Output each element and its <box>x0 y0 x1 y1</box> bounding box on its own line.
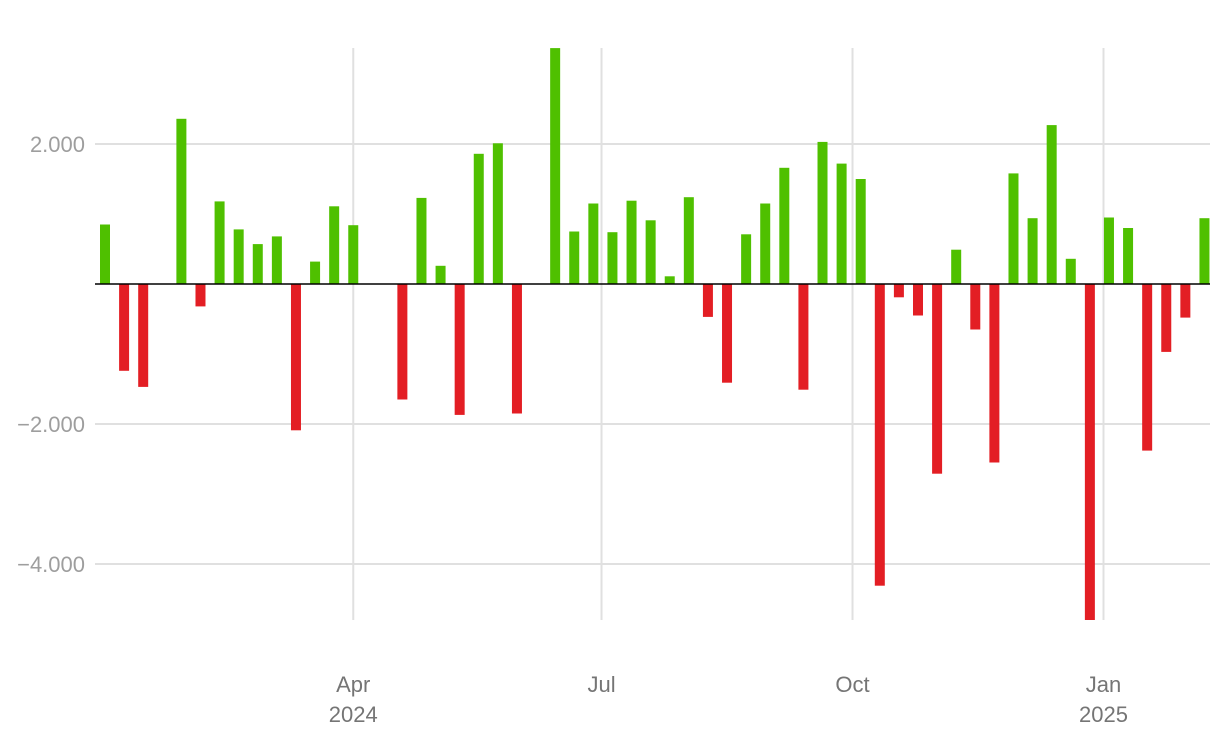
bar <box>100 224 110 284</box>
bar <box>1008 173 1019 284</box>
bar <box>645 220 656 284</box>
bars <box>100 48 1210 620</box>
grid-lines <box>95 48 1210 620</box>
bar <box>1123 228 1134 284</box>
bar <box>271 236 282 284</box>
bar <box>893 284 904 298</box>
bar <box>569 231 580 284</box>
bar <box>741 234 752 284</box>
bar <box>932 284 943 474</box>
x-axis-ticks: Apr 2024 Jul Oct Jan 2025 <box>329 672 1128 727</box>
bar <box>1027 218 1038 284</box>
bar <box>970 284 981 330</box>
bar <box>195 284 206 307</box>
bar <box>588 203 599 284</box>
bar <box>989 284 1000 463</box>
bar <box>951 249 962 284</box>
bar <box>310 261 321 284</box>
bar <box>1161 284 1172 352</box>
y-axis-ticks: 2.000 −2.000 −4.000 <box>17 132 85 577</box>
bar <box>329 206 340 284</box>
bar <box>435 265 446 284</box>
bar <box>1084 284 1095 620</box>
x-tick-label: Apr <box>336 672 370 697</box>
bar <box>760 203 771 284</box>
bar <box>626 200 637 284</box>
bar <box>233 229 244 284</box>
y-tick-label: 2.000 <box>30 132 85 157</box>
bar <box>836 163 847 284</box>
bar <box>550 48 561 284</box>
bar <box>252 244 263 284</box>
bar <box>664 276 675 284</box>
bar <box>454 284 465 415</box>
bar <box>874 284 885 586</box>
bar <box>1065 258 1076 284</box>
bar <box>779 167 790 284</box>
y-tick-label: −2.000 <box>17 412 85 437</box>
bar <box>176 118 187 284</box>
bar <box>683 197 694 284</box>
bar <box>1103 217 1114 284</box>
x-tick-year-label: 2024 <box>329 702 378 727</box>
x-tick-label: Jul <box>587 672 615 697</box>
bar <box>702 284 713 317</box>
bar <box>1142 284 1153 451</box>
bar <box>138 284 149 387</box>
bar <box>473 153 484 284</box>
bar <box>607 232 618 284</box>
bar <box>119 284 130 371</box>
bar <box>214 201 225 284</box>
bar <box>1199 218 1210 284</box>
bar <box>290 284 301 431</box>
bar <box>397 284 408 400</box>
bar <box>817 141 828 284</box>
bar <box>798 284 809 390</box>
bar <box>1180 284 1191 318</box>
bar <box>492 143 503 284</box>
x-tick-label: Jan <box>1086 672 1121 697</box>
y-tick-label: −4.000 <box>17 552 85 577</box>
x-tick-year-label: 2025 <box>1079 702 1128 727</box>
bar <box>416 197 427 284</box>
bar <box>722 284 733 383</box>
bar <box>855 179 866 284</box>
bar <box>348 225 359 284</box>
bar <box>511 284 522 414</box>
x-tick-label: Oct <box>835 672 869 697</box>
bar <box>1046 125 1057 284</box>
bar <box>912 284 923 316</box>
